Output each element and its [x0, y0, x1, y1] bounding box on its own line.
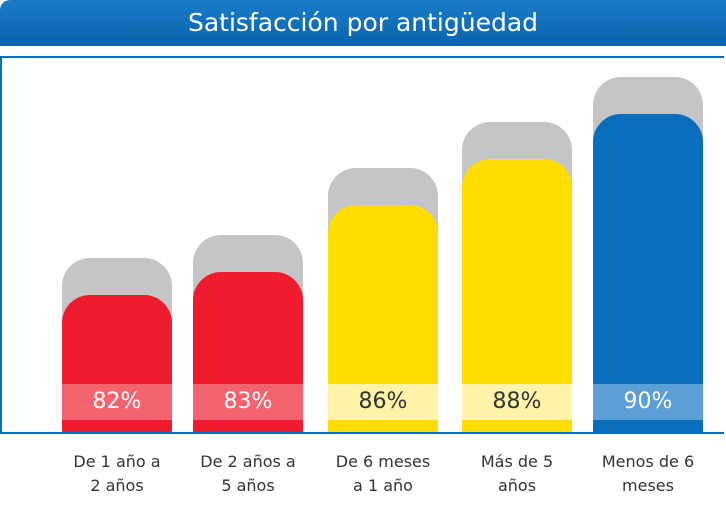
plot-frame	[0, 56, 724, 434]
chart-title: Satisfacción por antigüedad	[187, 8, 539, 37]
value-label: 82%	[62, 384, 172, 420]
value-label: 83%	[193, 384, 303, 420]
x-tick-label: Menos de 6 meses	[601, 452, 695, 495]
bar	[593, 114, 703, 432]
x-tick-label: De 2 años a 5 años	[200, 452, 296, 495]
value-label: 86%	[328, 384, 438, 420]
value-label: 90%	[593, 384, 703, 420]
x-tick-label: Más de 5 años	[480, 452, 554, 495]
x-tick-label: De 6 meses a 1 año	[335, 452, 431, 495]
x-tick-label: De 1 año a 2 años	[73, 452, 161, 495]
header: Satisfacción por antigüedad	[0, 0, 726, 46]
value-label: 88%	[462, 384, 572, 420]
